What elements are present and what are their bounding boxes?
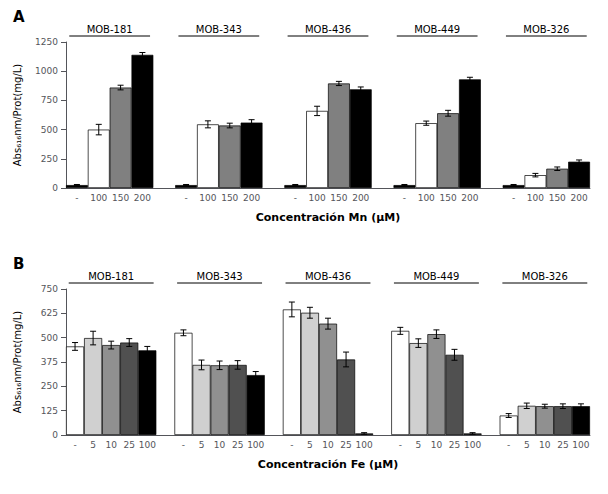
svg-text:Abs₆₁₆nm/Prot(mg/L): Abs₆₁₆nm/Prot(mg/L) bbox=[12, 311, 23, 414]
svg-text:MOB-436: MOB-436 bbox=[305, 271, 351, 282]
svg-text:Abs₆₁₆nm/Prot(mg/L): Abs₆₁₆nm/Prot(mg/L) bbox=[12, 64, 23, 167]
svg-text:MOB-181: MOB-181 bbox=[88, 271, 134, 282]
svg-text:1250: 1250 bbox=[35, 37, 58, 47]
svg-text:100: 100 bbox=[308, 193, 325, 203]
svg-text:B: B bbox=[13, 255, 24, 273]
svg-text:MOB-343: MOB-343 bbox=[196, 24, 242, 35]
svg-text:MOB-449: MOB-449 bbox=[414, 24, 460, 35]
svg-text:200: 200 bbox=[243, 193, 260, 203]
svg-text:-: - bbox=[512, 193, 515, 203]
svg-text:25: 25 bbox=[124, 440, 135, 450]
svg-text:200: 200 bbox=[461, 193, 478, 203]
svg-text:750: 750 bbox=[41, 95, 58, 105]
svg-text:150: 150 bbox=[549, 193, 566, 203]
svg-text:MOB-326: MOB-326 bbox=[522, 271, 568, 282]
svg-text:MOB-326: MOB-326 bbox=[523, 24, 569, 35]
svg-text:100: 100 bbox=[139, 440, 156, 450]
svg-text:10: 10 bbox=[214, 440, 226, 450]
svg-text:100: 100 bbox=[418, 193, 435, 203]
svg-text:-: - bbox=[507, 440, 510, 450]
svg-text:10: 10 bbox=[105, 440, 117, 450]
svg-text:0: 0 bbox=[52, 183, 58, 193]
svg-text:100: 100 bbox=[356, 440, 373, 450]
svg-text:25: 25 bbox=[557, 440, 568, 450]
svg-text:200: 200 bbox=[570, 193, 587, 203]
svg-text:1000: 1000 bbox=[35, 66, 58, 76]
svg-text:-: - bbox=[399, 440, 402, 450]
svg-text:MOB-436: MOB-436 bbox=[305, 24, 351, 35]
svg-text:375: 375 bbox=[41, 357, 58, 367]
svg-text:10: 10 bbox=[431, 440, 443, 450]
svg-text:-: - bbox=[184, 193, 187, 203]
svg-text:500: 500 bbox=[41, 333, 58, 343]
svg-text:500: 500 bbox=[41, 125, 58, 135]
svg-text:625: 625 bbox=[41, 308, 58, 318]
svg-text:200: 200 bbox=[134, 193, 151, 203]
svg-text:10: 10 bbox=[322, 440, 334, 450]
svg-text:25: 25 bbox=[232, 440, 243, 450]
svg-text:100: 100 bbox=[572, 440, 589, 450]
svg-text:25: 25 bbox=[340, 440, 351, 450]
svg-text:150: 150 bbox=[112, 193, 129, 203]
svg-text:-: - bbox=[290, 440, 293, 450]
svg-text:5: 5 bbox=[524, 440, 530, 450]
svg-text:25: 25 bbox=[449, 440, 460, 450]
svg-text:0: 0 bbox=[52, 430, 58, 440]
svg-text:-: - bbox=[403, 193, 406, 203]
svg-text:5: 5 bbox=[90, 440, 96, 450]
svg-text:10: 10 bbox=[539, 440, 551, 450]
svg-text:5: 5 bbox=[415, 440, 421, 450]
svg-text:150: 150 bbox=[221, 193, 238, 203]
svg-text:Concentración Mn (μM): Concentración Mn (μM) bbox=[256, 211, 401, 224]
svg-text:750: 750 bbox=[41, 284, 58, 294]
svg-text:100: 100 bbox=[247, 440, 264, 450]
svg-text:Concentración Fe (μM): Concentración Fe (μM) bbox=[258, 458, 398, 471]
svg-text:MOB-181: MOB-181 bbox=[87, 24, 133, 35]
svg-text:-: - bbox=[75, 193, 78, 203]
svg-text:-: - bbox=[182, 440, 185, 450]
svg-text:100: 100 bbox=[199, 193, 216, 203]
svg-text:250: 250 bbox=[41, 154, 58, 164]
svg-text:125: 125 bbox=[41, 406, 58, 416]
svg-text:5: 5 bbox=[199, 440, 205, 450]
svg-text:250: 250 bbox=[41, 381, 58, 391]
svg-text:A: A bbox=[13, 8, 25, 26]
svg-text:150: 150 bbox=[330, 193, 347, 203]
svg-text:100: 100 bbox=[527, 193, 544, 203]
svg-text:MOB-343: MOB-343 bbox=[197, 271, 243, 282]
svg-text:MOB-449: MOB-449 bbox=[413, 271, 459, 282]
svg-text:-: - bbox=[294, 193, 297, 203]
svg-text:100: 100 bbox=[90, 193, 107, 203]
svg-text:200: 200 bbox=[352, 193, 369, 203]
svg-text:5: 5 bbox=[307, 440, 313, 450]
svg-text:-: - bbox=[73, 440, 76, 450]
svg-text:100: 100 bbox=[464, 440, 481, 450]
svg-text:150: 150 bbox=[439, 193, 456, 203]
